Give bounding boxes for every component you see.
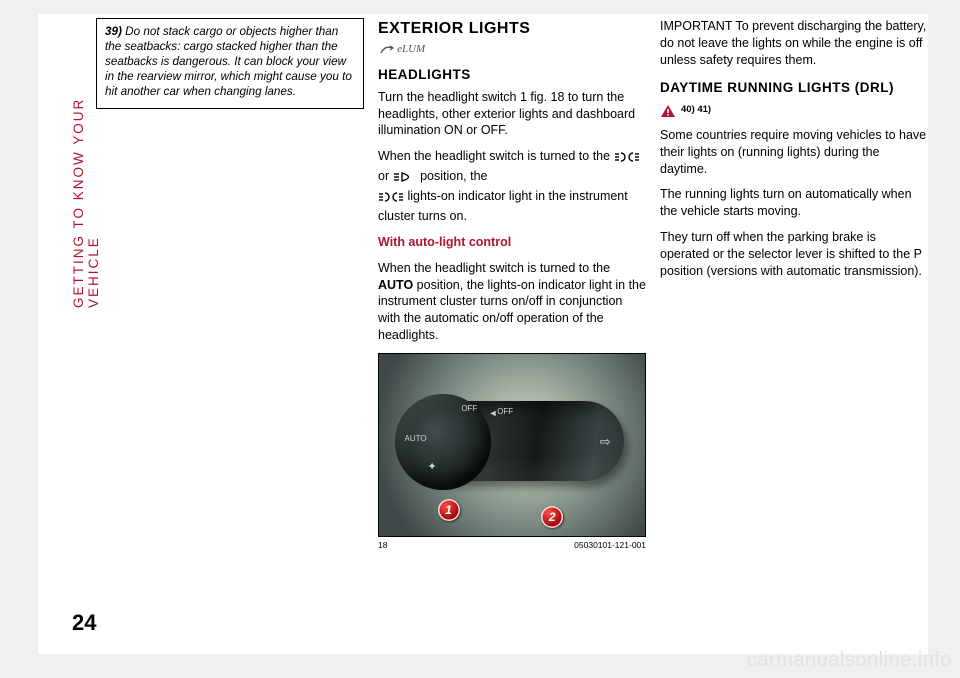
figure-caption: 18 05030101-121-001 <box>378 540 646 551</box>
txt: or <box>378 169 393 183</box>
column-1: 39) Do not stack cargo or objects higher… <box>96 18 364 618</box>
page-number: 24 <box>72 610 96 636</box>
txt: lights-on indicator light in the instrum… <box>378 189 628 223</box>
stalk-off-label: OFF <box>497 407 513 418</box>
drl-p1: Some countries require moving vehicles t… <box>660 127 928 178</box>
auto-light-p: When the headlight switch is turned to t… <box>378 260 646 344</box>
subhead-auto-light: With auto-light control <box>378 234 646 251</box>
parking-light-icon <box>378 191 404 208</box>
warning-triangle-icon <box>660 104 676 118</box>
turn-arrow-icon: ⇨ <box>600 433 611 451</box>
column-2: EXTERIOR LIGHTS eLUM HEADLIGHTS Turn the… <box>378 18 646 618</box>
warning-box-39: 39) Do not stack cargo or objects higher… <box>96 18 364 109</box>
txt-bold: AUTO <box>378 278 413 292</box>
page: GETTING TO KNOW YOUR VEHICLE 39) Do not … <box>38 14 928 654</box>
elum-text: eLUM <box>397 43 425 55</box>
important-note: IMPORTANT To prevent discharging the bat… <box>660 18 928 69</box>
elum-badge: eLUM <box>378 42 646 57</box>
figure-code: 05030101-121-001 <box>574 540 646 551</box>
callout-marker-2: 2 <box>541 506 563 528</box>
headlight-knob: OFF AUTO ✦ <box>395 394 491 490</box>
warning-ref-text: 40) 41) <box>681 104 711 117</box>
callout-marker-1: 1 <box>438 499 460 521</box>
drl-p3: They turn off when the parking brake is … <box>660 229 928 280</box>
heading-headlights: HEADLIGHTS <box>378 66 646 84</box>
txt: When the headlight switch is turned to t… <box>378 149 614 163</box>
txt: When the headlight switch is turned to t… <box>378 261 610 275</box>
headlight-icon <box>393 171 417 188</box>
figure-18: OFF ◄ ⇨ OFF AUTO ✦ 1 2 18 05030101-121-0… <box>378 353 646 551</box>
drl-p2: The running lights turn on automatically… <box>660 186 928 220</box>
knob-light-icon: ✦ <box>428 460 437 475</box>
heading-exterior-lights: EXTERIOR LIGHTS <box>378 18 646 40</box>
figure-number: 18 <box>378 540 387 551</box>
stalk-arrow-left: ◄ <box>488 407 497 419</box>
figure-image: OFF ◄ ⇨ OFF AUTO ✦ 1 2 <box>378 353 646 536</box>
txt: position, the <box>420 169 487 183</box>
parking-light-icon <box>614 151 640 168</box>
warning-refs: 40) 41) <box>660 104 928 118</box>
column-3: IMPORTANT To prevent discharging the bat… <box>660 18 928 618</box>
content-columns: 39) Do not stack cargo or objects higher… <box>96 14 928 618</box>
warning-number: 39) <box>105 25 122 38</box>
knob-auto-label: AUTO <box>405 434 427 445</box>
watermark: carmanualsonline.info <box>747 649 952 672</box>
warning-text: Do not stack cargo or objects higher tha… <box>105 25 352 98</box>
txt: position, the lights-on indicator light … <box>378 278 646 343</box>
headlights-p2: When the headlight switch is turned to t… <box>378 148 646 225</box>
heading-drl: DAYTIME RUNNING LIGHTS (DRL) <box>660 79 928 97</box>
knob-off-label: OFF <box>461 404 477 415</box>
headlights-p1: Turn the headlight switch 1 fig. 18 to t… <box>378 89 646 140</box>
